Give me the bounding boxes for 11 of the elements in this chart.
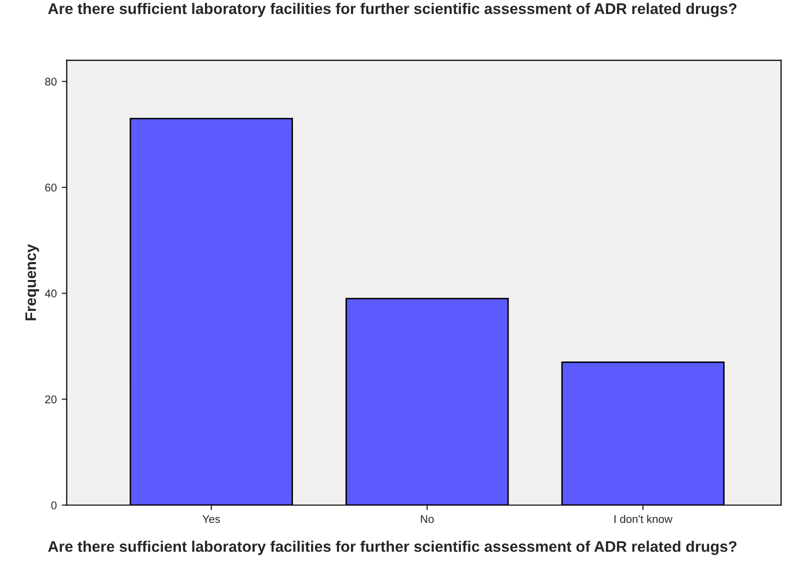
y-tick-label: 60	[45, 184, 57, 192]
y-tick-label: 40	[44, 290, 57, 298]
x-tick-label: I don't know	[614, 514, 672, 524]
y-axis-title: Frequency	[25, 244, 40, 320]
y-tick-label: 0	[51, 501, 57, 510]
y-tick-label: 20	[45, 395, 57, 404]
x-tick-label: No	[420, 515, 434, 524]
chart-title: Are there sufficient laboratory facilities for further scientific assessment of ADR related drugs?	[48, 2, 736, 18]
x-tick-label: Yes	[202, 515, 220, 524]
x-axis-title: Are there sufficient laboratory facilities for further scientific assessment of ADR related drugs?	[48, 540, 736, 556]
y-tick-label: 80	[45, 78, 57, 86]
